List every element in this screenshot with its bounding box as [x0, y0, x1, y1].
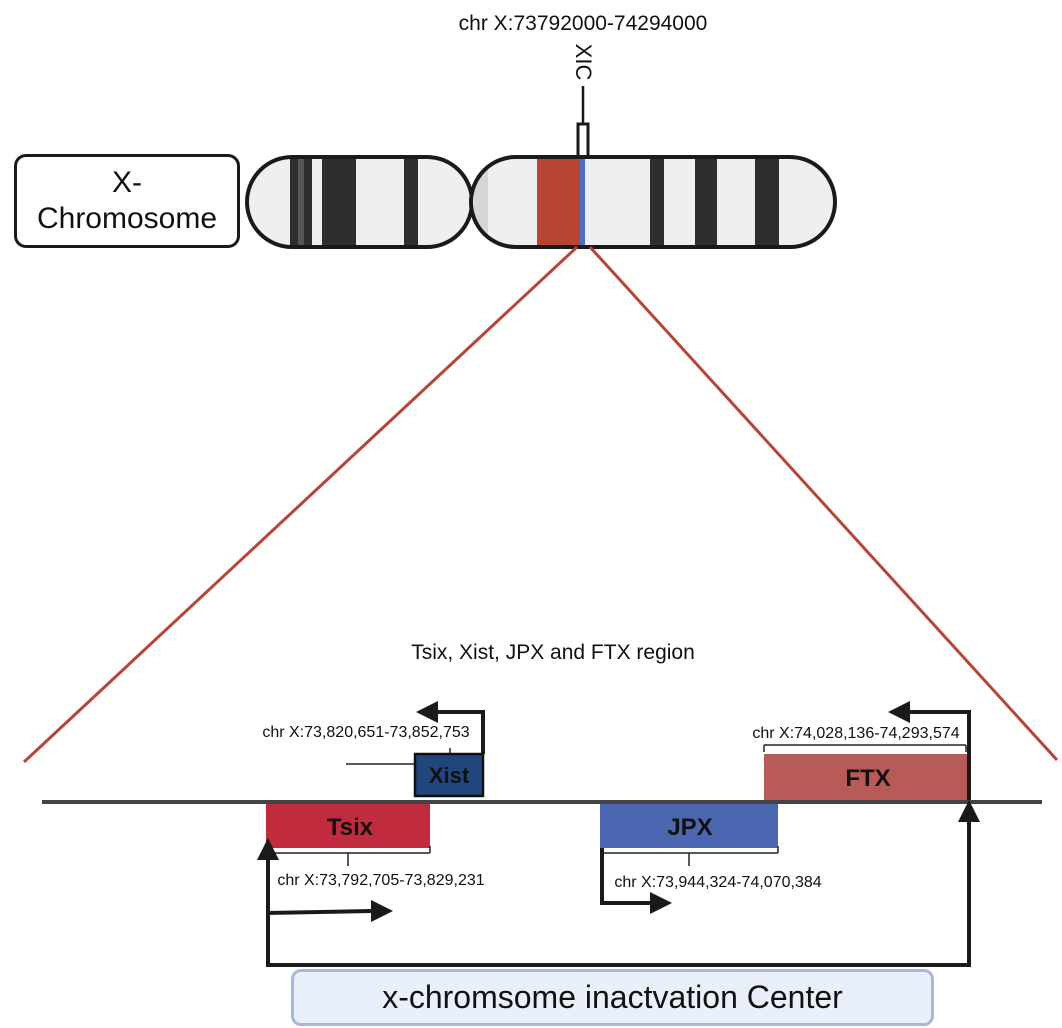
- xist-coordinates: chr X:73,820,651-73,852,753: [262, 724, 469, 741]
- ftx-coordinates: chr X:74,028,136-74,293,574: [752, 725, 959, 742]
- tsix-coordinates: chr X:73,792,705-73,829,231: [277, 872, 484, 889]
- jpx-label: JPX: [667, 814, 712, 841]
- xist-label: Xist: [429, 763, 470, 788]
- region-title: Tsix, Xist, JPX and FTX region: [411, 641, 695, 664]
- xist-promoter-arrow: [436, 710, 485, 754]
- xist-box: [413, 752, 485, 798]
- jpx-box: [600, 804, 778, 848]
- ftx-box: [764, 754, 969, 800]
- gene-tsix: Tsix chr X:73,792,705-73,829,231: [257, 804, 485, 922]
- xic-bracket: [266, 818, 971, 967]
- gene-ftx: chr X:74,028,136-74,293,574 FTX: [752, 701, 971, 800]
- x-chromosome-label-line1: X-: [112, 166, 142, 199]
- tsix-label: Tsix: [327, 814, 374, 841]
- ftx-arrowhead: [888, 701, 910, 723]
- chromosome-short-arm: [245, 155, 474, 249]
- x-chromosome-label: X- Chromosome: [14, 154, 240, 248]
- xic-marker-band: [580, 157, 585, 247]
- zoom-line-left: [22, 245, 579, 764]
- ftx-promoter-arrow: [908, 710, 971, 800]
- ftx-label: FTX: [845, 765, 890, 792]
- tsix-arrowhead: [371, 900, 393, 922]
- jpx-arrowhead: [650, 892, 672, 914]
- tsix-up-arrowhead: [257, 838, 279, 860]
- gene-jpx: JPX chr X:73,944,324-74,070,384: [600, 804, 822, 914]
- jpx-coordinates: chr X:73,944,324-74,070,384: [614, 874, 821, 891]
- zoom-line-right: [588, 245, 1059, 762]
- xic-highlight-band: [537, 157, 581, 247]
- inactivation-center-label: x-chromsome inactvation Center: [291, 969, 934, 1026]
- jpx-promoter-arrow: [600, 848, 652, 905]
- gene-xist: chr X:73,820,651-73,852,753 Xist: [262, 701, 485, 798]
- xic-bracket-arrowhead: [958, 800, 980, 822]
- xist-arrowhead: [416, 701, 438, 723]
- xic-label: XIC: [571, 44, 596, 81]
- tsix-box: [266, 804, 430, 848]
- xic-pointer-stem: [576, 122, 590, 162]
- xic-coordinates: chr X:73792000-74294000: [459, 12, 708, 35]
- chromosome-long-arm: [469, 155, 837, 249]
- x-chromosome-label-line2: Chromosome: [36, 202, 218, 235]
- inactivation-center-text: x-chromsome inactvation Center: [382, 979, 843, 1015]
